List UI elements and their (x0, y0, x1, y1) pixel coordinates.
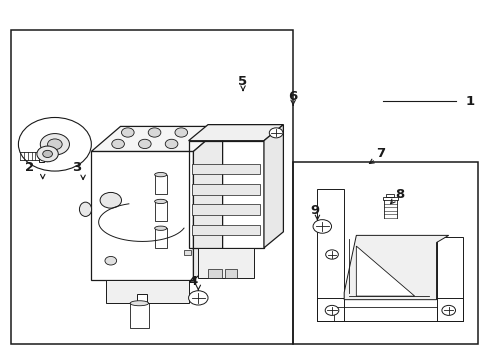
Circle shape (47, 139, 62, 150)
Bar (224, 269, 237, 278)
Bar (39, 151, 44, 162)
Text: 1: 1 (465, 95, 474, 108)
Circle shape (325, 305, 338, 315)
Ellipse shape (154, 226, 166, 230)
Text: 5: 5 (237, 75, 246, 88)
Bar (207, 269, 221, 278)
Bar (386, 194, 393, 197)
Circle shape (165, 139, 178, 149)
Polygon shape (193, 126, 222, 280)
Text: 3: 3 (72, 161, 81, 174)
Circle shape (112, 139, 124, 149)
Polygon shape (91, 126, 222, 152)
Bar (11, 30, 292, 344)
Circle shape (317, 223, 326, 230)
Polygon shape (344, 235, 448, 300)
Text: 8: 8 (395, 188, 404, 201)
Bar (154, 202, 166, 221)
Circle shape (100, 193, 121, 208)
Text: 4: 4 (188, 275, 198, 288)
Circle shape (138, 139, 151, 149)
Bar (317, 189, 344, 321)
Circle shape (441, 305, 455, 315)
Bar (192, 184, 260, 195)
Bar (317, 298, 462, 321)
Circle shape (188, 291, 207, 305)
Polygon shape (188, 125, 283, 141)
Polygon shape (356, 246, 414, 296)
Text: 9: 9 (310, 204, 319, 217)
Bar (192, 204, 260, 215)
Bar (334, 307, 436, 321)
Circle shape (19, 117, 91, 171)
Circle shape (175, 128, 187, 137)
Circle shape (325, 250, 338, 259)
Circle shape (121, 128, 134, 137)
Ellipse shape (130, 301, 148, 306)
Polygon shape (264, 125, 283, 248)
Ellipse shape (79, 202, 91, 216)
Bar (188, 141, 264, 248)
Bar (382, 197, 397, 201)
Polygon shape (106, 280, 188, 303)
Bar (183, 249, 191, 255)
Circle shape (40, 134, 69, 155)
Text: 6: 6 (288, 90, 297, 103)
Bar (192, 163, 260, 174)
Bar (292, 162, 477, 344)
Bar (91, 152, 193, 280)
Circle shape (312, 220, 331, 233)
Bar (436, 237, 462, 321)
Ellipse shape (154, 172, 166, 177)
Circle shape (269, 128, 283, 138)
Ellipse shape (154, 199, 166, 203)
Circle shape (105, 256, 116, 265)
Bar (198, 248, 254, 278)
Bar (154, 175, 166, 194)
Text: 7: 7 (375, 147, 385, 160)
Circle shape (37, 146, 58, 162)
Circle shape (148, 128, 161, 137)
Bar (130, 303, 148, 328)
Circle shape (192, 294, 203, 302)
Bar (154, 228, 166, 248)
Circle shape (42, 150, 52, 157)
Text: 2: 2 (25, 161, 34, 174)
Bar (192, 225, 260, 235)
